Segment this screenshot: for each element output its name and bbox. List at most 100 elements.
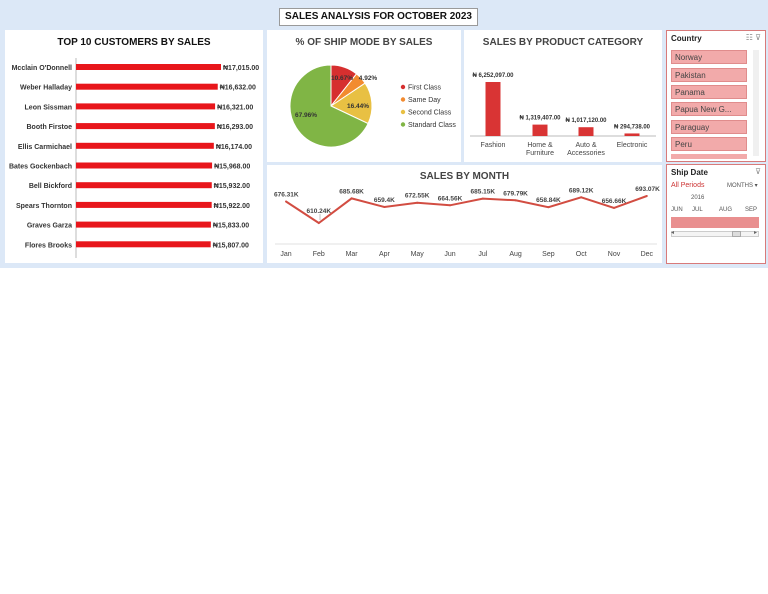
month-panel: SALES BY MONTH 676.31K Jan 610.24K Feb 685.6… bbox=[267, 165, 662, 263]
customer-bar bbox=[76, 221, 211, 228]
ship-mode-panel: % OF SHIP MODE BY SALES 10.67% 4.92% 16.44… bbox=[267, 30, 461, 162]
line-point bbox=[317, 222, 320, 224]
multi-select-icon[interactable]: ☷ bbox=[745, 33, 753, 42]
month-label: AUG bbox=[719, 207, 733, 213]
legend-marker bbox=[400, 97, 406, 102]
country-scrollbar[interactable] bbox=[753, 50, 759, 156]
period-label: All Periods bbox=[671, 182, 705, 189]
country-slicer[interactable]: Country ☷ ⊽ Norway Pakistan Panama Papua… bbox=[666, 30, 766, 162]
customer-value-label: ₦15,807.00 bbox=[213, 242, 249, 249]
category-chart: ₦ 6,252,097.00 Fashion ₦ 1,319,407.00 Home … bbox=[470, 73, 656, 157]
customers-chart: Mcclain O'Donnell ₦17,015.00 Weber Hallada… bbox=[9, 58, 259, 258]
line-data-label: 658.84K bbox=[536, 197, 561, 204]
ship-mode-title: % OF SHIP MODE BY SALES bbox=[295, 37, 433, 48]
country-item[interactable]: Peru bbox=[671, 137, 747, 151]
customer-bar bbox=[76, 83, 218, 90]
pie-data-label: 4.92% bbox=[359, 75, 378, 82]
ship-date-slicer[interactable]: Ship Date ⊽ All Periods MONTHS ▾ 2016 JU… bbox=[666, 164, 766, 264]
customer-bar bbox=[76, 103, 216, 110]
month-tick-label: Oct bbox=[576, 251, 587, 258]
month-tick-label: Jan bbox=[280, 251, 291, 258]
scroll-right-icon[interactable]: ▸ bbox=[754, 230, 758, 236]
scroll-thumb[interactable] bbox=[732, 231, 741, 237]
customer-value-label: ₦15,922.00 bbox=[214, 203, 250, 210]
month-tick-label: Sep bbox=[542, 251, 555, 258]
category-value-label: ₦ 6,252,097.00 bbox=[472, 73, 514, 79]
customer-value-label: ₦17,015.00 bbox=[223, 65, 259, 72]
customer-name: Ellis Carmichael bbox=[18, 144, 72, 151]
customer-bar bbox=[76, 142, 214, 149]
customer-name: Booth Firstoe bbox=[27, 124, 73, 131]
category-value-label: ₦ 294,738.00 bbox=[614, 124, 651, 130]
line-point bbox=[645, 195, 648, 197]
customer-bar bbox=[76, 182, 212, 189]
customer-value-label: ₦15,968.00 bbox=[214, 164, 250, 171]
scroll-left-icon[interactable]: ◂ bbox=[671, 230, 675, 236]
line-data-label: 685.68K bbox=[339, 188, 364, 195]
category-tick-label: Auto & bbox=[575, 142, 596, 149]
month-title: SALES BY MONTH bbox=[419, 171, 510, 182]
legend-label: Standard Class bbox=[408, 122, 456, 129]
customer-value-label: ₦15,833.00 bbox=[213, 223, 249, 230]
country-item[interactable]: Paraguay bbox=[671, 120, 747, 134]
timeline-scrollbar[interactable] bbox=[671, 231, 759, 237]
unit-selector[interactable]: MONTHS ▾ bbox=[727, 183, 758, 189]
customer-bar bbox=[76, 241, 211, 248]
customer-name: Mcclain O'Donnell bbox=[12, 65, 72, 72]
line-data-label: 685.15K bbox=[471, 189, 496, 196]
line-point bbox=[383, 205, 386, 208]
category-bar bbox=[624, 133, 640, 136]
line-point bbox=[449, 204, 451, 207]
customer-value-label: ₦16,293.00 bbox=[217, 124, 253, 131]
category-tick-label: Home & bbox=[527, 142, 553, 149]
timeline-bar[interactable] bbox=[671, 217, 759, 228]
line-data-label: 610.24K bbox=[307, 208, 332, 215]
line-point bbox=[481, 197, 484, 200]
country-item[interactable]: Pakistan bbox=[671, 68, 747, 82]
month-label: SEP bbox=[745, 207, 758, 213]
customer-name: Spears Thornton bbox=[16, 203, 72, 210]
line-data-label: 693.07K bbox=[635, 186, 660, 193]
month-tick-label: May bbox=[411, 251, 425, 258]
customer-name: Weber Halladay bbox=[20, 85, 72, 92]
category-bar bbox=[578, 127, 594, 136]
line-data-label: 676.31K bbox=[274, 191, 299, 198]
customer-bar bbox=[76, 162, 213, 169]
legend-label: Second Class bbox=[408, 110, 452, 117]
customer-name: Bell Bickford bbox=[29, 183, 72, 190]
legend-marker bbox=[400, 84, 406, 90]
line-point bbox=[514, 199, 517, 202]
line-data-label: 659.4K bbox=[374, 197, 395, 204]
legend-marker bbox=[400, 109, 406, 115]
dashboard-title: SALES ANALYSIS FOR OCTOBER 2023 bbox=[279, 8, 478, 26]
chevron-down-icon: ▾ bbox=[754, 183, 758, 189]
customer-name: Graves Garza bbox=[27, 223, 72, 230]
ship-date-title: Ship Date bbox=[671, 168, 708, 177]
country-item[interactable]: Panama bbox=[671, 85, 747, 99]
customers-panel: TOP 10 CUSTOMERS BY SALES Mcclain O'Donn… bbox=[5, 30, 263, 263]
line-data-label: 656.66K bbox=[602, 198, 627, 205]
country-item[interactable]: Papua New G... bbox=[671, 102, 747, 116]
line-point bbox=[285, 200, 287, 203]
customer-bar bbox=[76, 64, 221, 70]
customer-value-label: ₦16,174.00 bbox=[216, 144, 252, 151]
pie-slice bbox=[289, 64, 369, 148]
month-tick-label: Nov bbox=[608, 251, 621, 258]
customer-value-label: ₦16,632.00 bbox=[220, 85, 256, 92]
pie-data-label: 67.96% bbox=[295, 112, 317, 119]
line-data-label: 689.12K bbox=[569, 187, 594, 194]
month-tick-label: Jul bbox=[478, 251, 487, 258]
sales-line bbox=[285, 195, 648, 225]
month-label: JUN bbox=[671, 207, 683, 213]
clear-filter-icon[interactable]: ⊽ bbox=[755, 33, 761, 42]
country-item-partial bbox=[671, 154, 747, 159]
country-item[interactable]: Norway bbox=[671, 50, 747, 64]
category-tick-label: Electronic bbox=[617, 142, 648, 149]
clear-filter-icon[interactable]: ⊽ bbox=[755, 167, 761, 176]
customer-value-label: ₦15,932.00 bbox=[214, 183, 250, 190]
legend-marker bbox=[400, 122, 406, 127]
customer-name: Bates Gockenbach bbox=[9, 164, 72, 171]
customer-bar bbox=[76, 123, 215, 130]
month-tick-label: Jun bbox=[444, 251, 455, 258]
category-title: SALES BY PRODUCT CATEGORY bbox=[482, 37, 644, 48]
